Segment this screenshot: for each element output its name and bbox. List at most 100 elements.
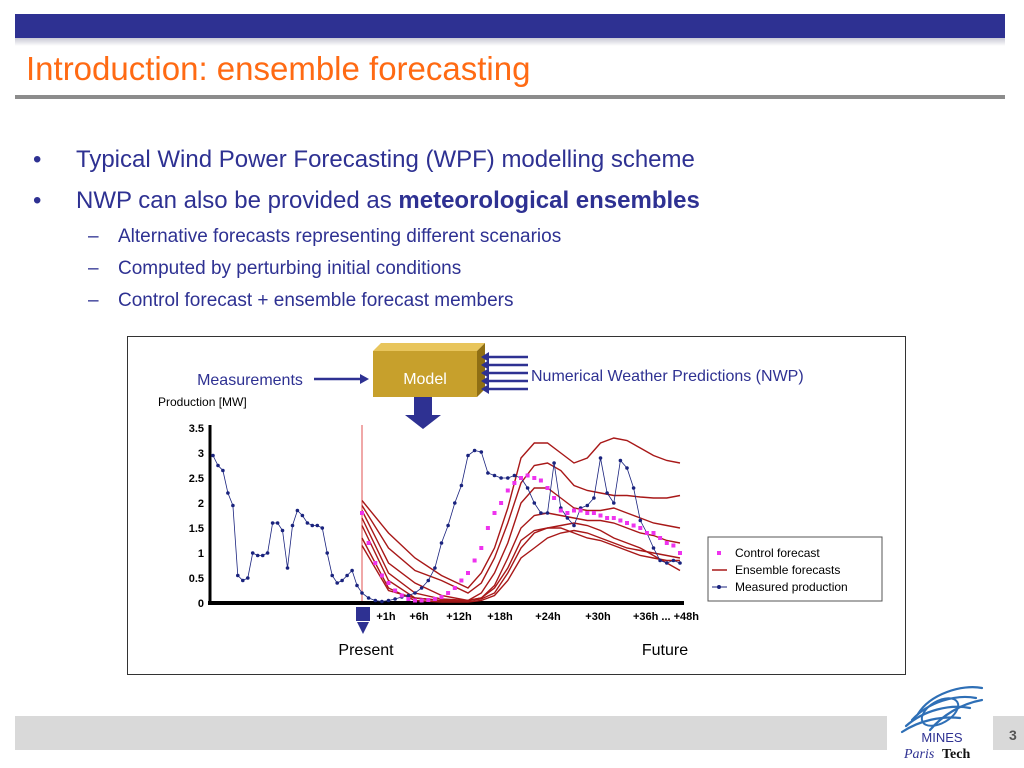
mines-paristech-logo: MINES Paris Tech [900,686,984,762]
sub-bullet-marker: – [88,226,99,247]
sub-bullet-marker: – [88,290,99,311]
measured-point [246,576,250,580]
measured-point [486,471,490,475]
sub-bullet-text: Alternative forecasts representing diffe… [118,226,562,247]
y-axis-label: Production [MW] [158,395,247,409]
bullet-text: NWP can also be provided as meteorologic… [76,187,700,215]
control-point [459,578,464,583]
measured-point [355,583,359,588]
control-point [519,476,523,480]
y-tick-label: 1.5 [189,523,204,535]
measured-point [492,473,497,478]
control-point [625,521,629,525]
title-divider [15,95,1005,99]
measured-point [236,573,240,578]
measured-point [453,501,457,505]
control-point [651,531,656,535]
control-point [538,478,543,483]
x-tick-label: +30h [585,611,611,623]
y-tick-label: 0 [198,598,204,610]
plot-area: 00.511.522.533.5t0+1h+6h+12h+18h+24h+30h… [189,423,700,623]
measured-point [512,473,517,478]
measured-point [618,458,623,463]
ensemble-line [361,529,681,603]
measured-point [320,526,325,530]
x-tick-label: +1h [376,611,396,623]
control-point [393,588,398,593]
measurements-label: Measurements [197,372,303,389]
control-point [479,546,484,550]
nwp-label: Numerical Weather Predictions (NWP) [531,368,804,385]
measurements-arrowhead [360,374,369,384]
page-number: 3 [1009,727,1017,743]
slide-title: Introduction: ensemble forecasting [26,50,531,87]
logo-text-mines: MINES [921,730,963,745]
x-tick-label: +6h [409,611,429,623]
x-tick-label: +36h ... +48h [633,611,699,623]
control-point [360,511,364,515]
forecast-diagram: Measurements Model Numerical Weather Pre… [158,343,883,659]
measured-point [310,523,315,528]
y-tick-label: 3 [198,448,204,460]
legend: Control forecast Ensemble forecasts Meas… [707,536,883,602]
control-point [644,531,649,535]
measured-point [211,453,215,458]
measured-point [525,486,530,490]
bullet-text-bold: meteorological ensembles [398,187,700,214]
measured-point [345,573,349,578]
control-point [439,595,444,599]
control-point [631,523,636,528]
measured-point [499,476,503,480]
measured-point [366,596,371,600]
measured-point [226,491,230,495]
control-point [552,496,557,500]
header-shadow [15,38,1005,46]
measured-point [295,508,300,513]
y-tick-label: 0.5 [189,573,204,585]
measured-point [612,501,616,505]
measured-point [651,546,656,550]
control-point [671,543,676,548]
control-point [678,551,682,555]
measured-point [255,553,260,558]
output-arrow [405,397,441,429]
sub-bullet-text: Computed by perturbing initial condition… [118,258,462,279]
sub-bullet-marker: – [88,258,99,279]
measured-point [335,581,339,585]
measured-point [605,491,609,495]
measured-point [241,578,245,583]
y-tick-label: 2 [198,498,204,510]
measured-point [466,453,470,458]
control-point [572,508,576,513]
measured-point [638,518,643,523]
x-tick-label: +12h [446,611,472,623]
x-tick-label: +24h [535,611,561,623]
measured-point [506,476,510,480]
control-point [472,558,477,563]
control-point [426,598,431,602]
measured-point [419,586,424,590]
measured-point [275,521,280,525]
control-point [578,508,583,513]
measured-point [446,523,450,528]
measured-point [658,558,662,563]
control-point [598,513,603,518]
measured-point [305,521,310,525]
measured-point [270,521,275,525]
ensemble-line [361,437,681,589]
measured-point [360,591,364,595]
measured-point [231,503,235,508]
measured-point [671,558,676,563]
measured-point [393,597,397,601]
control-point [499,501,504,505]
measured-point [280,528,285,533]
measured-point [545,511,550,515]
bullet-marker: • [33,146,42,173]
bullet-marker: • [33,187,42,214]
control-point [466,571,470,575]
control-point [379,573,384,578]
measured-point [413,591,417,595]
measured-point [260,553,265,558]
measured-point [539,511,543,515]
control-point [432,597,437,601]
